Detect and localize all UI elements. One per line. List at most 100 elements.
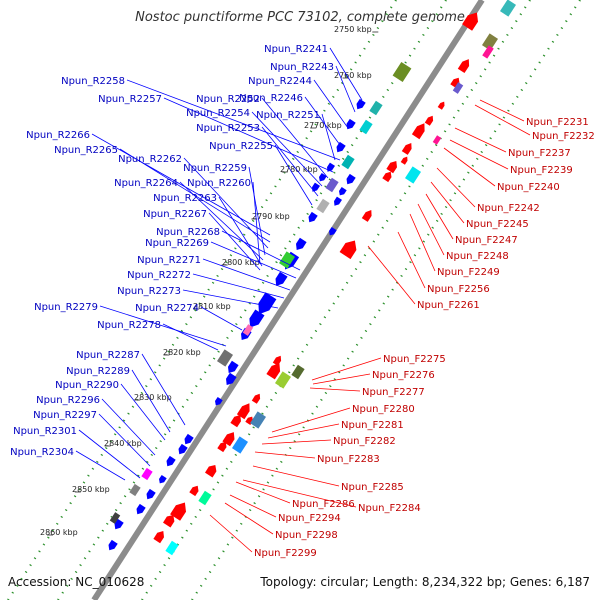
reverse-gene-arrow xyxy=(329,227,337,236)
forward-gene-arrow xyxy=(400,156,408,165)
reverse-leader-line xyxy=(329,47,363,101)
reverse-leader-line xyxy=(119,148,271,243)
reverse-gene-label: Npun_R2273 xyxy=(117,286,181,297)
reverse-gene-arrow xyxy=(346,118,356,130)
forward-leader-line xyxy=(261,439,332,445)
forward-gene-label: Npun_F2276 xyxy=(372,370,435,381)
forward-gene-arrow xyxy=(217,441,227,453)
misc-feature-box xyxy=(452,82,464,94)
reverse-leader-line xyxy=(179,181,264,261)
misc-feature-box xyxy=(129,483,141,497)
forward-gene-label: Npun_F2281 xyxy=(341,420,404,431)
reverse-gene-arrow xyxy=(178,443,188,455)
misc-feature-box xyxy=(404,166,422,184)
forward-gene-arrow xyxy=(411,123,425,140)
reverse-gene-label: Npun_R2301 xyxy=(13,426,77,437)
forward-gene-arrow xyxy=(189,485,199,497)
forward-gene-arrow xyxy=(386,161,397,174)
genome-backbone xyxy=(91,0,485,600)
reverse-gene-arrow xyxy=(296,237,307,250)
misc-feature-box xyxy=(341,154,355,170)
reverse-leader-line xyxy=(252,181,261,265)
reverse-leader-line xyxy=(261,126,319,197)
misc-feature-box xyxy=(369,100,383,116)
forward-leader-line xyxy=(443,147,496,187)
forward-gene-label: Npun_F2280 xyxy=(352,404,415,415)
reverse-gene-label: Npun_R2241 xyxy=(264,44,328,55)
reverse-leader-line xyxy=(202,258,291,291)
reverse-gene-label: Npun_R2264 xyxy=(114,178,178,189)
reverse-leader-line xyxy=(120,383,166,441)
tick-label: 2860 kbp xyxy=(40,528,78,537)
forward-leader-line xyxy=(367,245,416,305)
forward-leader-line xyxy=(229,494,277,518)
forward-leader-line xyxy=(309,387,361,392)
reverse-gene-arrow xyxy=(327,162,335,172)
forward-gene-label: Npun_F2282 xyxy=(333,436,396,447)
reverse-leader-line xyxy=(78,429,141,479)
reverse-gene-arrow xyxy=(226,372,237,385)
reverse-leader-line xyxy=(182,289,279,309)
misc-feature-box xyxy=(165,540,179,556)
tick-label: 2780 kbp xyxy=(280,165,318,174)
reverse-leader-line xyxy=(248,166,266,256)
reverse-leader-line xyxy=(126,79,341,161)
forward-leader-line xyxy=(425,193,454,240)
forward-leader-line xyxy=(254,451,316,459)
reverse-gene-arrow xyxy=(159,475,167,484)
reverse-gene-labels: Npun_R2241 Npun_R2243 Npun_R2244 Npun_R2246… xyxy=(10,44,334,458)
reverse-leader-line xyxy=(99,305,227,347)
topology-text: Topology: circular; Length: 8,234,322 bp… xyxy=(260,575,590,589)
reverse-leader-line xyxy=(208,212,261,271)
forward-gene-label: Npun_F2240 xyxy=(497,182,560,193)
reverse-gene-label: Npun_R2257 xyxy=(98,94,162,105)
reverse-gene-label: Npun_R2246 xyxy=(239,93,303,104)
reverse-gene-label: Npun_R2269 xyxy=(145,238,209,249)
reverse-gene-arrow xyxy=(108,539,118,551)
misc-feature-box xyxy=(231,436,249,454)
reverse-gene-label: Npun_R2271 xyxy=(137,255,201,266)
reverse-gene-arrow xyxy=(215,397,223,406)
forward-gene-label: Npun_F2284 xyxy=(358,503,421,514)
reverse-leader-line xyxy=(131,369,171,433)
forward-leader-line xyxy=(209,514,253,553)
reverse-leader-line xyxy=(218,196,263,267)
reverse-gene-label: Npun_R2252 xyxy=(196,94,260,105)
reverse-gene-arrow xyxy=(146,488,156,500)
tick-label: 2750 kbp xyxy=(334,25,372,34)
misc-feature-box xyxy=(482,45,494,59)
dotted-guide-line xyxy=(7,0,397,600)
reverse-gene-label: Npun_R2267 xyxy=(143,209,207,220)
tick-label: 2770 kbp xyxy=(304,121,342,130)
forward-leader-line xyxy=(235,481,291,504)
forward-leader-line xyxy=(311,357,382,381)
reverse-leader-line xyxy=(304,96,341,146)
reverse-leader-line xyxy=(261,97,329,179)
reverse-leader-line xyxy=(251,111,323,187)
reverse-gene-arrow xyxy=(346,173,356,185)
forward-gene-arrow xyxy=(170,502,186,521)
forward-leader-lines xyxy=(209,99,531,553)
reverse-gene-label: Npun_R2258 xyxy=(61,76,125,87)
misc-feature-box xyxy=(359,119,373,135)
misc-feature-box xyxy=(216,349,234,367)
forward-gene-arrow xyxy=(251,393,261,404)
reverse-gene-arrow xyxy=(249,309,265,328)
reverse-gene-arrow xyxy=(258,292,277,315)
reverse-leader-line xyxy=(192,273,285,299)
forward-leader-line xyxy=(430,181,465,224)
reverse-leader-line xyxy=(313,79,349,129)
reverse-leader-line xyxy=(200,306,243,331)
misc-feature-box xyxy=(325,177,339,193)
forward-gene-arrow xyxy=(266,363,281,380)
reverse-gene-label: Npun_R2274 xyxy=(135,303,199,314)
reverse-gene-label: Npun_R2251 xyxy=(256,110,320,121)
reverse-gene-label: Npun_R2262 xyxy=(118,154,182,165)
reverse-gene-label: Npun_R2279 xyxy=(34,302,98,313)
forward-gene-label: Npun_F2249 xyxy=(437,267,500,278)
reverse-gene-arrow xyxy=(136,503,146,515)
forward-leader-line xyxy=(436,167,476,208)
reverse-gene-arrow xyxy=(114,518,124,530)
forward-leader-line xyxy=(267,423,340,439)
